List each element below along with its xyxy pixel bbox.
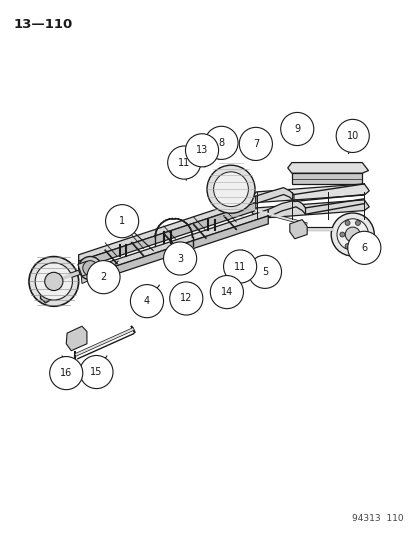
Circle shape (354, 221, 359, 225)
Polygon shape (81, 265, 92, 284)
Polygon shape (66, 326, 87, 351)
Polygon shape (291, 173, 361, 184)
Polygon shape (90, 209, 268, 274)
Text: 15: 15 (90, 367, 102, 377)
Text: 9: 9 (294, 124, 299, 134)
Circle shape (223, 250, 256, 283)
Polygon shape (268, 200, 305, 217)
Text: 4: 4 (144, 296, 150, 306)
Text: 6: 6 (361, 243, 366, 253)
Polygon shape (289, 220, 306, 239)
Circle shape (83, 261, 97, 276)
Circle shape (45, 272, 63, 290)
Polygon shape (251, 184, 368, 203)
Text: 2: 2 (100, 272, 107, 282)
Circle shape (347, 231, 380, 264)
Text: 10: 10 (346, 131, 358, 141)
Polygon shape (255, 188, 293, 204)
Polygon shape (40, 282, 58, 303)
Circle shape (330, 213, 373, 256)
Circle shape (344, 227, 359, 242)
Circle shape (169, 282, 202, 315)
Text: 7: 7 (252, 139, 259, 149)
Circle shape (248, 255, 281, 288)
Circle shape (239, 127, 272, 160)
Circle shape (204, 126, 237, 159)
Circle shape (105, 205, 138, 238)
Polygon shape (251, 200, 368, 219)
Circle shape (35, 263, 72, 300)
Circle shape (344, 221, 349, 225)
Polygon shape (78, 196, 255, 261)
Polygon shape (78, 203, 255, 269)
Polygon shape (90, 216, 268, 282)
Circle shape (50, 357, 83, 390)
Text: 94313  110: 94313 110 (351, 514, 403, 523)
Circle shape (360, 232, 365, 237)
Text: 13: 13 (195, 146, 208, 155)
Circle shape (80, 356, 113, 389)
Polygon shape (287, 163, 368, 173)
Circle shape (206, 165, 254, 213)
Circle shape (280, 112, 313, 146)
Text: 3: 3 (177, 254, 183, 263)
Circle shape (163, 242, 196, 275)
Circle shape (210, 276, 243, 309)
Circle shape (336, 219, 368, 251)
Text: 1: 1 (119, 216, 125, 226)
Circle shape (29, 256, 78, 306)
Circle shape (213, 172, 248, 207)
Text: 16: 16 (60, 368, 72, 378)
Text: 14: 14 (220, 287, 233, 297)
Circle shape (87, 261, 120, 294)
Text: 11: 11 (178, 158, 190, 167)
Text: 8: 8 (218, 138, 224, 148)
Text: 5: 5 (261, 267, 268, 277)
Circle shape (344, 244, 349, 248)
Text: 13—110: 13—110 (14, 18, 73, 31)
Polygon shape (78, 261, 94, 276)
Circle shape (339, 232, 344, 237)
Text: 11: 11 (233, 262, 246, 271)
Circle shape (354, 244, 359, 248)
Circle shape (167, 146, 200, 179)
Circle shape (335, 119, 368, 152)
Circle shape (185, 134, 218, 167)
Circle shape (130, 285, 163, 318)
Circle shape (78, 256, 102, 280)
Polygon shape (98, 262, 116, 281)
Text: 12: 12 (180, 294, 192, 303)
